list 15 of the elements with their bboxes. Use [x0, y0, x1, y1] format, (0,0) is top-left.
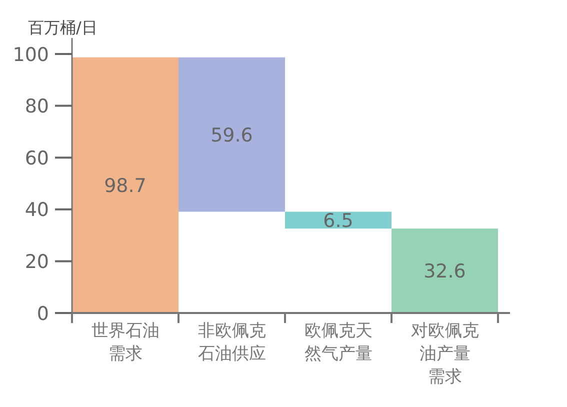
- x-tick-label: 对欧佩克油产量需求: [410, 321, 479, 387]
- y-tick-label: 0: [36, 302, 49, 325]
- data-label: 32.6: [424, 260, 466, 283]
- y-axis-title: 百万桶/日: [28, 18, 98, 37]
- data-label: 6.5: [323, 210, 354, 232]
- data-label: 98.7: [104, 175, 146, 198]
- x-tick-label: 非欧佩克石油供应: [198, 321, 266, 364]
- y-tick-label: 100: [12, 44, 49, 66]
- y-tick-label: 60: [24, 147, 49, 170]
- y-tick-label: 20: [24, 251, 49, 274]
- x-tick-label: 世界石油需求: [91, 321, 160, 364]
- y-tick-label: 80: [24, 96, 49, 118]
- y-tick-label: 40: [24, 199, 49, 222]
- data-label: 59.6: [210, 124, 253, 146]
- x-tick-label: 欧佩克天然气产量: [304, 321, 372, 364]
